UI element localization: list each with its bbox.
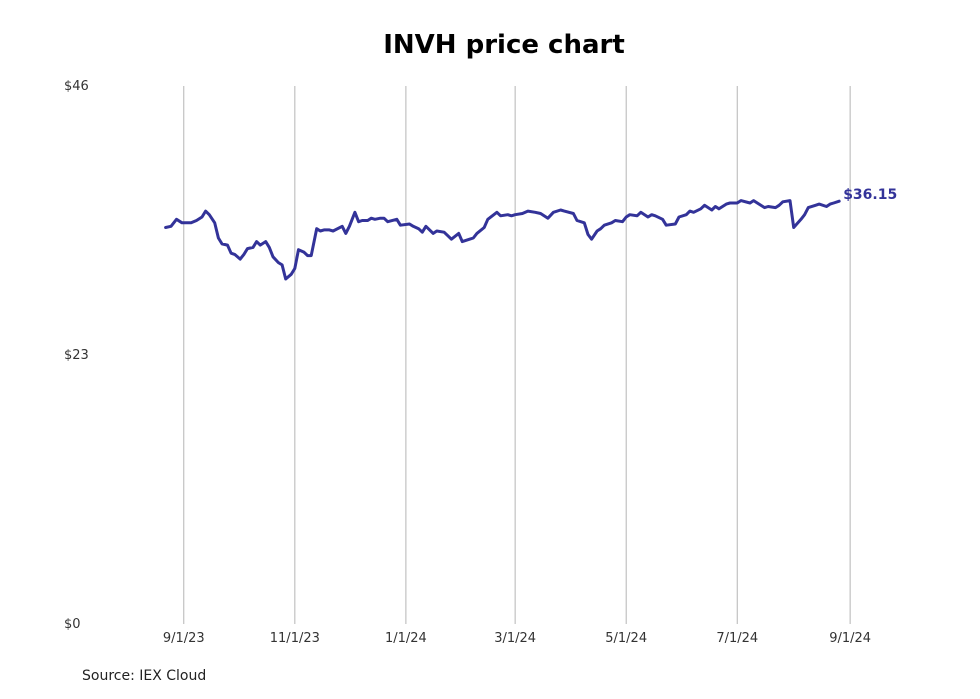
chart-title: INVH price chart [383,30,625,60]
gridlines [183,86,851,624]
series-layer [164,199,841,281]
x-tick-label: 11/1/23 [270,631,320,646]
y-axis-ticks: $0 $23 $46 [64,79,89,632]
source-note: Source: IEX Cloud [82,668,207,684]
x-tick-label: 3/1/24 [494,631,536,646]
x-tick-label: 9/1/24 [829,631,871,646]
x-tick-label: 1/1/24 [385,631,427,646]
x-tick-label: 7/1/24 [716,631,758,646]
y-tick-label: $0 [64,617,81,632]
x-tick-label: 5/1/24 [605,631,647,646]
y-tick-label: $23 [64,348,89,363]
end-label-layer: $36.15 [843,187,897,203]
price-line [164,199,841,281]
y-tick-label: $46 [64,79,89,94]
last-price-label: $36.15 [843,187,897,203]
x-tick-label: 9/1/23 [163,631,205,646]
x-axis-ticks: 9/1/23 11/1/23 1/1/24 3/1/24 5/1/24 7/1/24 9/1… [163,631,871,646]
